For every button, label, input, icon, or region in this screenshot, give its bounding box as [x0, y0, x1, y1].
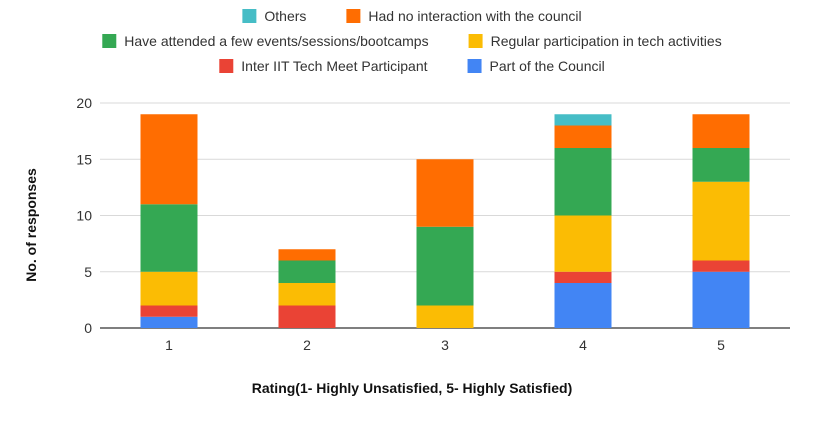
- legend-label: Part of the Council: [490, 58, 605, 74]
- legend-swatch: [468, 34, 483, 48]
- bar-segment: [278, 260, 336, 283]
- legend-item: Had no interaction with the council: [346, 8, 582, 24]
- bar-segment: [416, 159, 474, 227]
- bar-segment: [416, 305, 474, 328]
- bar-segment: [692, 148, 750, 182]
- legend-swatch: [242, 9, 257, 23]
- legend-swatch: [467, 59, 482, 73]
- y-tick-label: 0: [84, 320, 92, 336]
- legend-item: Part of the Council: [467, 58, 605, 74]
- legend-swatch: [219, 59, 234, 73]
- bar-segment: [554, 125, 612, 148]
- bar-segment: [692, 114, 750, 148]
- legend-item: Regular participation in tech activities: [468, 33, 722, 49]
- legend-label: Inter IIT Tech Meet Participant: [241, 58, 427, 74]
- legend-label: Have attended a few events/sessions/boot…: [124, 33, 428, 49]
- x-axis-title: Rating(1- Highly Unsatisfied, 5- Highly …: [252, 380, 572, 396]
- bar-segment: [416, 226, 474, 306]
- x-tick-label: 5: [717, 337, 725, 353]
- bar-segment: [140, 316, 198, 328]
- bar-segment: [554, 148, 612, 216]
- legend-label: Regular participation in tech activities: [491, 33, 722, 49]
- x-tick-label: 4: [579, 337, 587, 353]
- legend-label: Others: [264, 8, 306, 24]
- bar-segment: [140, 114, 198, 205]
- bar-segment: [554, 271, 612, 283]
- legend-swatch: [346, 9, 361, 23]
- bar-segment: [278, 249, 336, 261]
- bar-segment: [140, 204, 198, 272]
- x-tick-label: 3: [441, 337, 449, 353]
- y-tick-label: 20: [76, 95, 92, 111]
- bar-segment: [554, 215, 612, 272]
- legend-swatch: [102, 34, 117, 48]
- bar-segment: [554, 283, 612, 328]
- x-tick-label: 2: [303, 337, 311, 353]
- bar-segment: [692, 181, 750, 261]
- y-tick-label: 10: [76, 208, 92, 224]
- legend-label: Had no interaction with the council: [368, 8, 581, 24]
- x-axis-ticks: 1 2 3 4 5: [165, 337, 725, 353]
- legend: Others Had no interaction with the counci…: [102, 8, 722, 74]
- bar-segment: [692, 260, 750, 272]
- y-axis-title: No. of responses: [23, 168, 39, 282]
- y-tick-label: 15: [76, 151, 92, 167]
- bar-segment: [278, 305, 336, 328]
- legend-item: Have attended a few events/sessions/boot…: [102, 33, 429, 49]
- y-axis-ticks: 0 5 10 15 20: [76, 95, 92, 336]
- bar-segment: [554, 114, 612, 126]
- bar-segment: [140, 271, 198, 306]
- bar-segment: [278, 283, 336, 306]
- bar-segment: [692, 271, 750, 328]
- x-tick-label: 1: [165, 337, 173, 353]
- bar-segment: [140, 305, 198, 317]
- legend-item: Inter IIT Tech Meet Participant: [219, 58, 428, 74]
- y-tick-label: 5: [84, 264, 92, 280]
- legend-item: Others: [242, 8, 306, 24]
- bars: [140, 114, 750, 328]
